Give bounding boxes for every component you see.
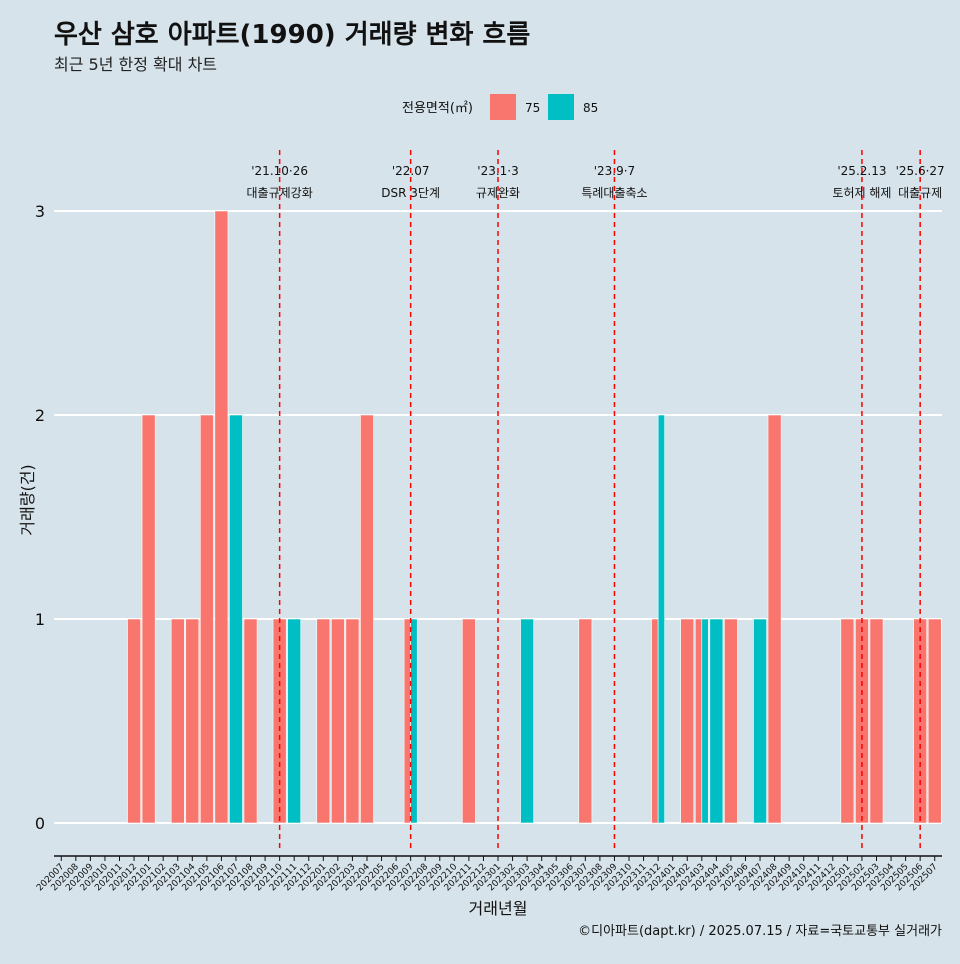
event-label: 규제완화 xyxy=(476,186,520,200)
legend-label-75: 75 xyxy=(525,101,540,115)
bar-75-202106 xyxy=(214,210,229,824)
bar-75-202211 xyxy=(462,618,476,824)
bar-75-202405 xyxy=(724,618,738,824)
legend: 전용면적(㎡) 75 85 xyxy=(402,94,598,120)
bar-75-202104 xyxy=(185,618,200,824)
legend-swatch-75 xyxy=(490,94,516,120)
event-date: '25.2.13 xyxy=(837,164,886,178)
event-label: 특례대출축소 xyxy=(581,186,647,200)
bar-75-202201 xyxy=(316,618,331,824)
bar-75-202402 xyxy=(680,618,695,824)
legend-swatch-85 xyxy=(548,94,574,120)
event-label: 대출규제강화 xyxy=(247,186,313,200)
legend-title: 전용면적(㎡) xyxy=(402,101,473,116)
axis-layer: 2020072020082020092020102020112020122021… xyxy=(35,855,942,893)
bar-75-202108 xyxy=(243,618,258,824)
chart-caption: ©디아파트(dapt.kr) / 2025.07.15 / 자료=국토교통부 실… xyxy=(578,924,942,939)
bar-75-202012 xyxy=(127,618,141,824)
y-tick-label: 1 xyxy=(35,610,45,629)
y-tick-label: 3 xyxy=(35,202,45,221)
event-date: '23.9·7 xyxy=(594,164,635,178)
bar-85-202312 xyxy=(657,414,665,824)
events-layer: '21.10·26 대출규제강화 '22.07 DSR 3단계 '23.1·3 규제완화 '… xyxy=(247,150,945,851)
y-tick-label: 2 xyxy=(35,406,45,425)
bar-85-202407 xyxy=(753,618,767,824)
bar-75-202203 xyxy=(345,618,360,824)
bar-75-202103 xyxy=(170,618,185,824)
legend-label-85: 85 xyxy=(583,101,598,115)
chart-title: 우산 삼호 아파트(1990) 거래량 변화 흐름 xyxy=(54,20,530,50)
bar-75-202207 xyxy=(403,618,411,824)
bar-85-202111 xyxy=(287,618,302,824)
event-date: '21.10·26 xyxy=(251,164,308,178)
bar-75-202408 xyxy=(767,414,782,824)
y-tick-label: 0 xyxy=(35,814,45,833)
bar-75-202101 xyxy=(141,414,156,824)
bar-75-202403 xyxy=(694,618,703,824)
bar-75-202307 xyxy=(578,618,593,824)
bar-85-202303 xyxy=(520,618,534,824)
event-date: '23.1·3 xyxy=(477,164,518,178)
bar-75-202105 xyxy=(200,414,214,824)
bar-85-202403 xyxy=(701,618,709,824)
event-date: '22.07 xyxy=(392,164,430,178)
bar-75-202202 xyxy=(331,618,345,824)
chart-subtitle: 최근 5년 한정 확대 차트 xyxy=(54,55,217,74)
y-axis-label: 거래량(건) xyxy=(18,464,37,535)
bar-75-202503 xyxy=(869,618,884,824)
bar-85-202207 xyxy=(410,618,418,824)
bar-75-202501 xyxy=(840,618,855,824)
event-label: DSR 3단계 xyxy=(381,186,440,200)
bar-85-202107 xyxy=(229,414,243,824)
event-label: 토허제 해제 xyxy=(832,186,891,200)
bar-75-202507 xyxy=(927,618,942,824)
bars-layer xyxy=(127,210,942,824)
bar-85-202404 xyxy=(709,618,724,824)
event-date: '25.6·27 xyxy=(896,164,945,178)
event-label: 대출규제 xyxy=(898,186,942,200)
bar-75-202204 xyxy=(360,414,374,824)
x-axis-label: 거래년월 xyxy=(469,899,528,918)
bar-75-202312 xyxy=(651,618,659,824)
